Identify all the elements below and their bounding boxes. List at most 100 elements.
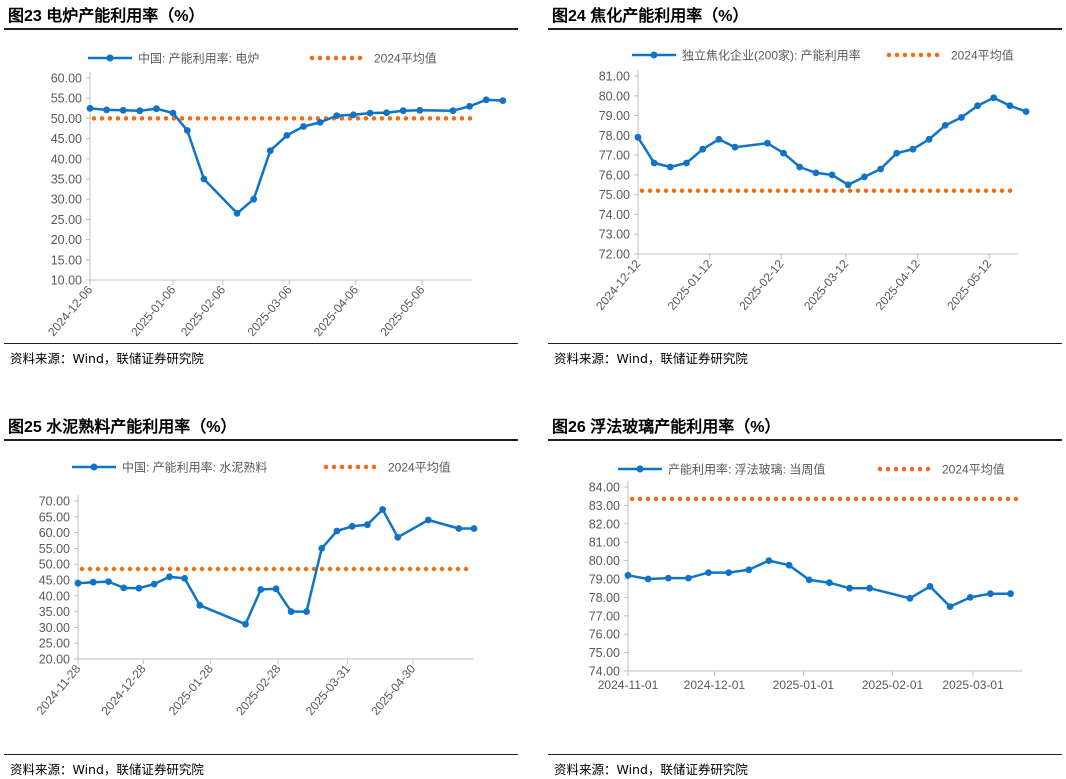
x-tick-label: 2024-11-28: [34, 662, 84, 718]
data-point: [705, 569, 712, 576]
legend-series-label: 中国: 产能利用率: 水泥熟料: [122, 460, 267, 475]
data-point: [796, 163, 804, 171]
data-point: [990, 94, 998, 102]
y-tick-label: 55.00: [39, 542, 70, 556]
data-point: [805, 576, 813, 584]
data-point: [634, 133, 642, 141]
data-point: [812, 169, 820, 177]
data-point: [715, 135, 723, 143]
y-tick-label: 77.00: [599, 149, 630, 163]
x-tick-label: 2024-12-01: [684, 678, 746, 692]
data-point: [499, 97, 507, 104]
data-point: [765, 557, 773, 564]
data-point: [725, 569, 733, 576]
title-rule: [548, 28, 1062, 30]
y-tick-label: 30.00: [39, 621, 70, 635]
data-point: [926, 583, 934, 590]
legend-average-label: 2024平均值: [374, 51, 437, 66]
data-point: [946, 603, 954, 610]
y-tick-label: 75.00: [589, 646, 620, 660]
data-point: [333, 527, 341, 535]
y-tick-label: 70.00: [39, 495, 70, 509]
y-tick-label: 25.00: [51, 213, 82, 227]
data-point: [825, 579, 833, 587]
data-point: [664, 574, 672, 582]
data-point: [316, 119, 324, 126]
data-point: [650, 159, 658, 167]
data-point: [844, 181, 852, 189]
data-point: [103, 106, 110, 114]
data-point: [348, 522, 356, 530]
y-tick-label: 78.00: [589, 591, 620, 605]
data-point: [909, 145, 917, 153]
panel-float-glass: 图26 浮法玻璃产能利用率（%） 产能利用率: 浮法玻璃: 当周值 2024平均值…: [548, 411, 1062, 779]
chart-coking: 独立焦化企业(200家): 产能利用率 2024平均值 81.00 80.00 79.0…: [593, 48, 1030, 313]
data-point: [183, 127, 191, 134]
title-rule: [548, 439, 1062, 441]
data-point: [287, 608, 295, 615]
x-axis: 2024-12-06 2025-01-06 2025-02-06 2025-03-06…: [45, 279, 472, 339]
y-tick-label: 45.00: [51, 132, 82, 146]
data-point: [166, 573, 173, 581]
data-point: [333, 112, 341, 119]
y-tick-label: 50.00: [51, 112, 82, 126]
data-point: [89, 578, 97, 586]
data-point: [455, 525, 463, 532]
chart-title: 图25 水泥熟料产能利用率（%）: [8, 419, 237, 436]
data-point: [399, 107, 407, 115]
data-point: [861, 173, 868, 181]
data-point: [666, 163, 674, 171]
panel-cement-clinker: 图25 水泥熟料产能利用率（%） 中国: 产能利用率: 水泥熟料 2024平均值 7…: [4, 411, 518, 779]
y-axis: 84.00 83.00 82.00 81.00 80.00 79.00 78.00 77.00…: [589, 481, 629, 679]
y-tick-label: 80.00: [589, 554, 620, 568]
data-point: [780, 149, 787, 157]
data-point: [74, 579, 82, 587]
y-tick-label: 73.00: [599, 228, 630, 242]
legend-average-label: 2024平均值: [388, 460, 451, 475]
x-tick-label: 2025-03-06: [244, 283, 294, 339]
series-line: [627, 559, 1011, 608]
x-tick-label: 2025-01-28: [166, 662, 216, 718]
source-rule: [548, 754, 1062, 755]
data-point: [250, 195, 258, 203]
data-point: [685, 574, 692, 582]
x-tick-label: 2025-04-30: [368, 662, 418, 718]
x-tick-label: 2024-12-28: [98, 662, 148, 718]
data-point: [119, 106, 127, 114]
legend-series-marker: [650, 51, 658, 59]
data-point: [424, 516, 432, 524]
data-point: [200, 175, 208, 183]
y-axis: 60.00 55.00 50.00 45.00 40.00 35.00 30.00 25.00…: [51, 72, 91, 288]
data-point: [470, 525, 478, 532]
legend: 中国: 产能利用率: 水泥熟料 2024平均值: [72, 460, 451, 475]
data-point: [966, 594, 974, 601]
data-point: [785, 561, 793, 569]
x-tick-label: 2025-02-28: [233, 662, 283, 718]
data-point: [272, 585, 280, 593]
data-point: [683, 159, 690, 167]
data-point: [394, 533, 402, 541]
y-tick-label: 72.00: [599, 248, 630, 262]
x-tick-label: 2025-02-06: [178, 283, 228, 339]
data-point: [925, 135, 933, 143]
y-tick-label: 20.00: [51, 233, 82, 247]
data-point: [266, 147, 274, 155]
y-tick-label: 10.00: [51, 274, 82, 288]
chart-title: 图24 焦化产能利用率（%）: [552, 8, 749, 25]
y-tick-label: 60.00: [39, 526, 70, 540]
legend: 产能利用率: 浮法玻璃: 当周值 2024平均值: [618, 462, 1005, 477]
x-axis: 2024-11-01 2024-12-01 2025-01-01 2025-02-01…: [598, 670, 1022, 692]
y-tick-label: 45.00: [39, 574, 70, 588]
y-tick-label: 74.00: [599, 208, 630, 222]
x-tick-label: 2025-03-31: [303, 662, 353, 718]
legend-series-label: 中国: 产能利用率: 电炉: [138, 51, 259, 66]
y-tick-label: 83.00: [589, 499, 620, 513]
x-tick-label: 2025-01-12: [665, 257, 715, 313]
y-tick-label: 81.00: [589, 536, 620, 550]
data-point: [105, 578, 112, 585]
x-tick-label: 2024-12-12: [593, 257, 643, 313]
chart-float-glass: 产能利用率: 浮法玻璃: 当周值 2024平均值 84.00 83.00 82.00 81…: [589, 462, 1025, 692]
data-point: [196, 601, 204, 609]
source-note: 资料来源：Wind，联储证券研究院: [10, 762, 204, 777]
y-tick-label: 84.00: [589, 481, 620, 495]
